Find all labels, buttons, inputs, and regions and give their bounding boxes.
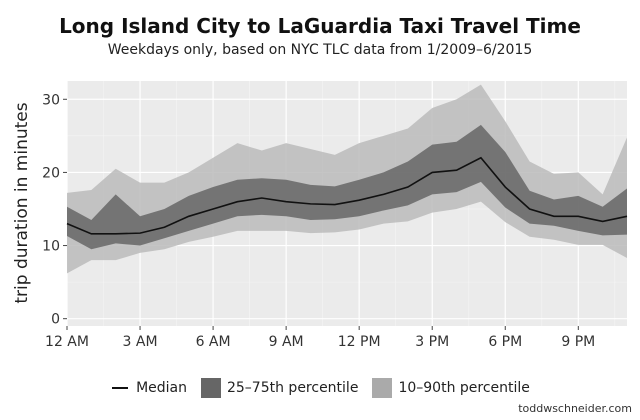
- legend-item-median: Median: [110, 378, 187, 398]
- x-tick-label: 6 AM: [196, 334, 231, 350]
- axis-layer: 0 10 20 30 12 AM 3 AM 6 AM 9 AM 12 PM 3 PM 6 PM 9 P…: [42, 92, 595, 350]
- y-tick-label: 20: [42, 165, 60, 181]
- median-line: [66, 156, 628, 235]
- x-tick-label: 9 AM: [269, 334, 304, 350]
- legend-key-median: [110, 378, 130, 398]
- x-tick-label: 9 PM: [561, 334, 595, 350]
- x-tick-label: 6 PM: [488, 334, 522, 350]
- x-tick-label: 3 PM: [415, 334, 449, 350]
- x-tick-label: 12 PM: [338, 334, 381, 350]
- chart-subtitle: Weekdays only, based on NYC TLC data fro…: [107, 42, 533, 58]
- y-tick-label: 30: [42, 92, 60, 108]
- x-tick-label: 12 AM: [45, 334, 89, 350]
- legend-label-p10-90: 10–90th percentile: [398, 380, 530, 396]
- y-axis-label: trip duration in minutes: [12, 102, 32, 303]
- legend-label-iqr: 25–75th percentile: [226, 380, 359, 396]
- y-tick-label: 0: [51, 312, 60, 328]
- legend-key-iqr: [200, 378, 221, 398]
- credit-text: toddwschneider.com: [518, 402, 632, 415]
- band-25-75th-percentile: [67, 124, 627, 250]
- legend-key-p10-90: [372, 378, 393, 398]
- legend-label-median: Median: [136, 380, 187, 396]
- x-tick-label: 3 AM: [123, 334, 158, 350]
- chart-title: Long Island City to LaGuardia Taxi Trave…: [59, 14, 581, 38]
- legend-item-p10-90: 10–90th percentile: [372, 378, 530, 398]
- line-layer: [66, 156, 628, 235]
- band-layer: [67, 84, 627, 274]
- legend: Median 25–75th percentile 10–90th percen…: [0, 378, 640, 398]
- legend-item-iqr: 25–75th percentile: [200, 378, 359, 398]
- y-tick-label: 10: [42, 239, 60, 255]
